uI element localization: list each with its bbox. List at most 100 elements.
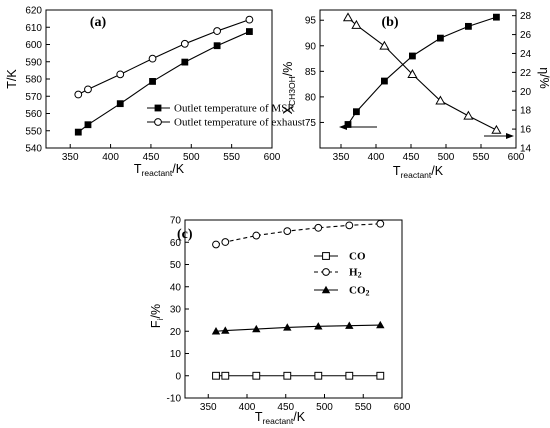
x-axis-title-b: Treactant/K	[393, 164, 444, 180]
series-c-0-point	[221, 371, 230, 380]
series-a-0-point	[213, 42, 221, 50]
y-tick-label: 620	[25, 6, 42, 17]
y-tick-label: 550	[25, 126, 42, 137]
series-a-1-point	[74, 90, 83, 99]
x-tick-label: 350	[200, 402, 217, 413]
legend-label: CO	[349, 251, 366, 263]
series-a-1-point	[84, 85, 92, 94]
y-tick-label: 580	[25, 75, 42, 86]
legend-label: H2	[349, 267, 362, 280]
series-c-0-point	[314, 371, 323, 380]
series-c-0-point	[252, 371, 261, 380]
series-a-0-point	[181, 58, 189, 66]
x-tick-label: 450	[277, 402, 294, 413]
y-tick-label: -10	[167, 394, 182, 405]
series-b-0-point	[437, 34, 444, 42]
x-tick-label: 550	[473, 152, 490, 163]
arrow-left-head	[339, 124, 347, 130]
series-c-1-point	[345, 221, 354, 230]
y-tick-label: 40	[170, 282, 182, 293]
y2-tick-label: 18	[520, 106, 532, 117]
y-tick-label: 610	[25, 23, 42, 34]
x-tick-label: 500	[438, 152, 455, 163]
y-tick-label: 85	[305, 67, 317, 78]
legend-label: Outlet temperature of exhaust	[174, 117, 305, 129]
series-a-1	[74, 15, 254, 99]
y-tick-label: 590	[25, 57, 42, 68]
series-b-0-point	[465, 22, 472, 30]
series-a-1-point	[180, 39, 189, 48]
series-c-2-point	[252, 324, 261, 333]
series-a-0-point	[84, 121, 92, 129]
series-b-0-line	[347, 16, 497, 125]
series-c-2-line	[215, 324, 381, 332]
x-tick-label: 600	[264, 152, 281, 163]
panel-label-a: (a)	[90, 15, 107, 30]
series-b-1-point	[491, 124, 502, 134]
series-b-1-point	[379, 40, 390, 50]
legend-label: Outlet temperature of MSR	[174, 103, 295, 115]
x-tick-label: 500	[183, 152, 200, 163]
series-b-1-point	[342, 12, 354, 22]
y2-tick-label: 22	[520, 68, 532, 79]
series-c-1-point	[314, 223, 323, 232]
panel-label-b: (b)	[381, 15, 398, 30]
series-b-1-point	[435, 95, 446, 105]
series-c-2-point	[345, 321, 354, 329]
x-tick-label: 450	[403, 152, 420, 163]
series-a-1-line	[78, 19, 250, 96]
arrow-right-head	[506, 133, 514, 139]
y-tick-label: 90	[305, 41, 317, 52]
y-tick-label: 50	[170, 260, 182, 271]
y2-tick-label: 28	[520, 11, 532, 22]
y-tick-label: 20	[170, 327, 182, 338]
series-c-1-point	[376, 219, 385, 228]
series-a-1-point	[148, 54, 157, 63]
series-b-0	[344, 13, 500, 128]
y-axis-title-b-right: η/%	[537, 67, 550, 89]
series-b-0-point	[409, 52, 416, 60]
y-tick-label: 95	[305, 16, 317, 27]
series-c-0-point	[345, 371, 354, 380]
legend-marker	[321, 285, 331, 294]
y-tick-label: 30	[170, 305, 182, 316]
series-c-1-point	[221, 238, 230, 246]
y2-tick-label: 26	[520, 30, 532, 41]
x-axis-title-a: Treactant/K	[134, 162, 185, 178]
panel-label-c: (c)	[177, 227, 193, 242]
series-c-1-point	[252, 231, 261, 240]
y-tick-label: 75	[305, 118, 317, 129]
series-b-0-point	[344, 121, 352, 128]
legend-label: CO2	[349, 285, 370, 298]
series-a-0-point	[74, 128, 82, 136]
y-tick-label: 540	[25, 144, 42, 155]
series-c-0-point	[376, 371, 385, 380]
series-a-0-point	[246, 28, 253, 35]
series-c-1-line	[215, 223, 381, 246]
series-a-0-point	[116, 100, 124, 108]
series-a-1-point	[213, 27, 222, 35]
series-c-1-point	[212, 240, 220, 249]
y2-tick-label: 20	[520, 87, 532, 98]
legend-marker	[322, 268, 330, 276]
x-tick-label: 450	[143, 152, 160, 163]
x-tick-label: 600	[394, 402, 411, 413]
series-c-2-point	[376, 320, 385, 329]
legend-marker	[322, 252, 330, 260]
series-c-2-point	[221, 326, 230, 334]
y-tick-label: 70	[170, 216, 182, 227]
x-axis-title-c: Treactant/K	[255, 410, 306, 426]
series-c-0-point	[212, 371, 220, 380]
series-c-1	[212, 219, 385, 249]
series-c-2-point	[314, 322, 323, 330]
x-tick-label: 350	[333, 152, 350, 163]
series-a-1-point	[116, 70, 125, 79]
y-tick-label: 60	[170, 238, 182, 249]
y2-tick-label: 14	[520, 144, 532, 155]
y-tick-label: 0	[175, 371, 181, 382]
series-b-1-point	[407, 69, 418, 78]
y2-tick-label: 16	[520, 125, 532, 136]
legend-marker	[154, 118, 162, 126]
series-c-0	[212, 371, 385, 380]
